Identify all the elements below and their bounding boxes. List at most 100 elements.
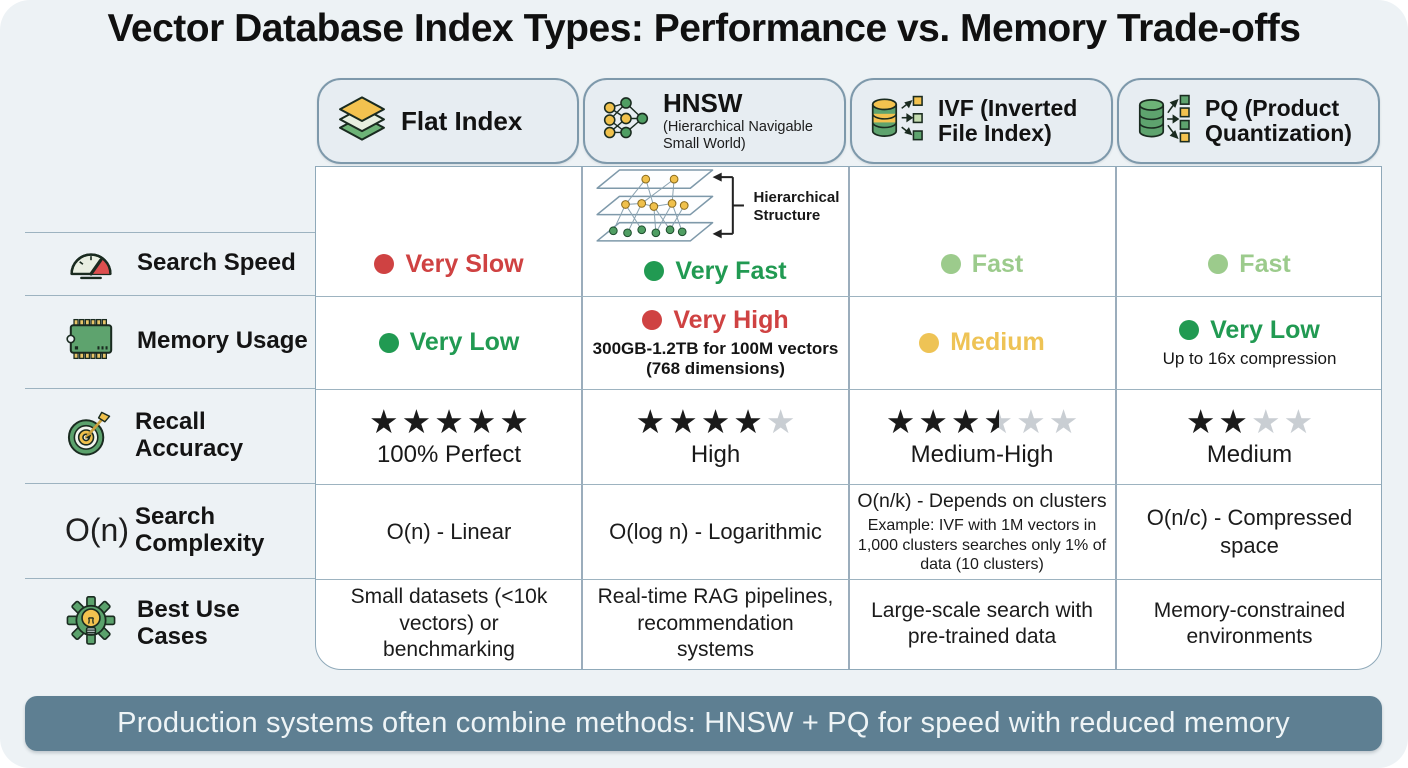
- status-dot: [940, 254, 961, 274]
- row-label-best-use-cases: Best Use Cases: [25, 578, 315, 670]
- status-dot: [919, 332, 940, 353]
- row-divider: [316, 296, 1381, 298]
- cell-complexity-hnsw: O(log n) - Logarithmic: [582, 484, 849, 579]
- speed-value: Fast: [1239, 249, 1291, 278]
- star-rating: ★ ★ ★ ★ ★: [635, 402, 796, 440]
- memory-chip-icon: [65, 318, 117, 365]
- complexity-value: O(n/k) - Depends on clusters: [857, 490, 1107, 513]
- usecase-value: Real-time RAG pipelines, recommendation …: [597, 585, 834, 662]
- column-title: Flat Index: [401, 105, 523, 136]
- status-dot: [644, 261, 665, 281]
- cell-complexity-flat: O(n) - Linear: [316, 484, 582, 579]
- row-divider: [25, 483, 315, 485]
- speed-value: Fast: [971, 249, 1024, 278]
- column-divider: [1115, 167, 1117, 669]
- hnsw-structure-diagram: Hierarchical Structure: [582, 168, 848, 245]
- column-title: HNSW: [663, 88, 743, 119]
- row-divider: [25, 295, 315, 297]
- row-label-text: Memory Usage: [137, 327, 308, 355]
- usecase-value: Memory-constrained environments: [1153, 598, 1346, 648]
- cell-recall-pq: ★ ★ ★ ★ Medium: [1116, 389, 1383, 484]
- row-label-text: Search Complexity: [135, 502, 265, 557]
- column-subtitle: (Hierarchical Navigable Small World): [663, 119, 813, 153]
- memory-note: Up to 16x compression: [1162, 348, 1337, 368]
- cell-search-speed-ivf: Fast: [849, 235, 1115, 293]
- row-label-search-complexity: O(n) Search Complexity: [25, 483, 315, 578]
- cell-memory-hnsw: Very High 300GB-1.2TB for 100M vectors (…: [582, 296, 849, 389]
- usecase-value: Small datasets (<10k vectors) or benchma…: [350, 585, 548, 662]
- footer-banner: Production systems often combine methods…: [25, 696, 1382, 751]
- cell-memory-pq: Very Low Up to 16x compression: [1116, 296, 1383, 389]
- gear-lightbulb-icon: [65, 595, 117, 653]
- cell-usecase-ivf: Large-scale search with pre-trained data: [849, 579, 1115, 669]
- recall-label: Medium: [1206, 440, 1293, 468]
- complexity-value: O(log n) - Logarithmic: [609, 518, 822, 544]
- memory-value: Very Low: [409, 328, 520, 356]
- cell-usecase-pq: Memory-constrained environments: [1116, 579, 1383, 669]
- database-quantize-icon: [1135, 94, 1193, 149]
- column-title: IVF (Inverted File Index): [938, 95, 1078, 146]
- cell-memory-ivf: Medium: [849, 296, 1115, 389]
- table-body: Hierarchical Structure Very Slow Very Fa…: [315, 166, 1382, 670]
- recall-label: 100% Perfect: [376, 440, 522, 468]
- row-label-memory-usage: Memory Usage: [25, 295, 315, 388]
- page-title: Vector Database Index Types: Performance…: [107, 7, 1301, 50]
- row-divider: [25, 388, 315, 390]
- column-header-ivf: IVF (Inverted File Index): [850, 78, 1113, 164]
- cell-complexity-pq: O(n/c) - Compressed space: [1116, 484, 1383, 579]
- column-header-hnsw: HNSW (Hierarchical Navigable Small World…: [583, 78, 846, 164]
- cell-search-speed-hnsw: Very Fast: [582, 247, 849, 295]
- layered-graph-illustration: [595, 168, 744, 242]
- row-divider: [25, 578, 315, 580]
- row-divider: [316, 579, 1381, 581]
- cell-complexity-ivf: O(n/k) - Depends on clusters Example: IV…: [849, 484, 1115, 579]
- status-dot: [642, 310, 663, 331]
- cell-recall-hnsw: ★ ★ ★ ★ ★ High: [582, 389, 849, 484]
- status-dot: [1208, 254, 1229, 274]
- cell-recall-ivf: ★★★★★★ Medium-High: [849, 389, 1115, 484]
- recall-label: High: [690, 440, 741, 468]
- memory-value: Very Low: [1210, 315, 1320, 344]
- comparison-table: Flat Index: [25, 78, 1382, 670]
- target-icon: [65, 410, 115, 462]
- big-o-notation-icon: O(n): [65, 512, 129, 548]
- recall-label: Medium-High: [910, 440, 1054, 468]
- diagram-label: Hierarchical Structure: [753, 189, 840, 224]
- divider: [25, 232, 315, 234]
- speed-value: Very Slow: [405, 249, 524, 278]
- memory-value: Medium: [950, 328, 1045, 356]
- complexity-value: O(n/c) - Compressed space: [1146, 505, 1353, 558]
- cell-search-speed-pq: Fast: [1116, 235, 1383, 293]
- row-label-search-speed: Search Speed: [25, 232, 315, 295]
- star-rating: ★ ★ ★ ★ ★: [369, 402, 529, 440]
- usecase-value: Large-scale search with pre-trained data: [871, 598, 1093, 648]
- cell-recall-flat: ★ ★ ★ ★ ★ 100% Perfect: [316, 389, 582, 484]
- cell-search-speed-flat: Very Slow: [316, 235, 582, 293]
- column-divider: [848, 167, 850, 669]
- row-label-text: Search Speed: [137, 249, 296, 277]
- row-divider: [316, 484, 1381, 486]
- database-split-icon: [868, 95, 926, 147]
- cell-usecase-hnsw: Real-time RAG pipelines, recommendation …: [582, 579, 849, 669]
- network-graph-icon: [601, 96, 651, 146]
- row-label-text: Best Use Cases: [137, 596, 240, 650]
- complexity-note: Example: IVF with 1M vectors in 1,000 cl…: [857, 517, 1107, 573]
- memory-note: 300GB-1.2TB for 100M vectors (768 dimens…: [592, 338, 839, 378]
- status-dot: [1179, 320, 1200, 341]
- memory-value: Very High: [673, 305, 789, 334]
- footer-text: Production systems often combine methods…: [117, 707, 1290, 739]
- speedometer-icon: [65, 240, 117, 287]
- column-header-pq: PQ (Product Quantization): [1117, 78, 1380, 164]
- star-rating: ★ ★ ★ ★: [1185, 402, 1314, 440]
- status-dot: [378, 332, 399, 353]
- column-divider: [581, 167, 583, 669]
- star-rating: ★ ★ ★ ★ ★ ★: [886, 405, 1079, 438]
- speed-value: Very Fast: [675, 256, 787, 285]
- column-header-flat-index: Flat Index: [317, 78, 579, 164]
- cell-usecase-flat: Small datasets (<10k vectors) or benchma…: [316, 579, 582, 669]
- column-title: PQ (Product Quantization): [1205, 95, 1352, 146]
- status-dot: [374, 254, 395, 274]
- row-label-text: Recall Accuracy: [135, 407, 244, 462]
- complexity-value: O(n) - Linear: [386, 518, 512, 544]
